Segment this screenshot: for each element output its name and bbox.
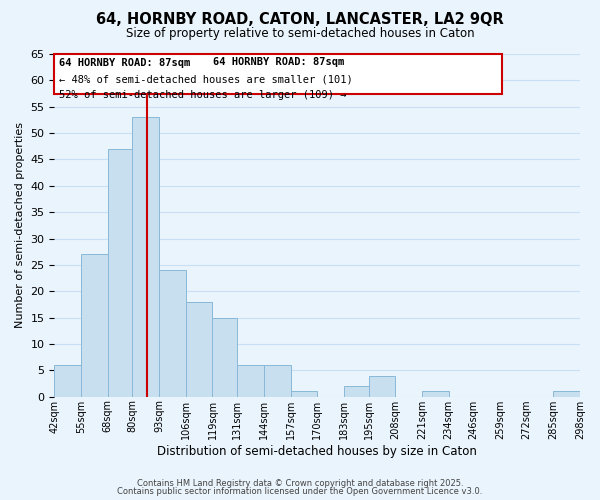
Text: 64 HORNBY ROAD: 87sqm: 64 HORNBY ROAD: 87sqm [212, 56, 344, 66]
Text: Contains HM Land Registry data © Crown copyright and database right 2025.: Contains HM Land Registry data © Crown c… [137, 478, 463, 488]
Text: 64, HORNBY ROAD, CATON, LANCASTER, LA2 9QR: 64, HORNBY ROAD, CATON, LANCASTER, LA2 9… [96, 12, 504, 28]
Bar [368, 376, 395, 396]
Bar [186, 302, 212, 396]
Bar [81, 254, 108, 396]
Text: Size of property relative to semi-detached houses in Caton: Size of property relative to semi-detach… [125, 28, 475, 40]
FancyBboxPatch shape [55, 54, 502, 94]
Text: 52% of semi-detached houses are larger (109) →: 52% of semi-detached houses are larger (… [59, 90, 346, 100]
Bar [264, 365, 290, 396]
Bar [553, 392, 580, 396]
X-axis label: Distribution of semi-detached houses by size in Caton: Distribution of semi-detached houses by … [157, 444, 477, 458]
Text: 64 HORNBY ROAD: 87sqm: 64 HORNBY ROAD: 87sqm [59, 58, 190, 68]
Bar [212, 318, 237, 396]
Bar [55, 365, 81, 396]
Text: ← 48% of semi-detached houses are smaller (101): ← 48% of semi-detached houses are smalle… [59, 74, 352, 84]
Text: Contains public sector information licensed under the Open Government Licence v3: Contains public sector information licen… [118, 487, 482, 496]
Bar [108, 149, 133, 396]
Bar [133, 118, 159, 396]
Bar [237, 365, 264, 396]
Bar [290, 392, 317, 396]
Bar [422, 392, 449, 396]
Y-axis label: Number of semi-detached properties: Number of semi-detached properties [15, 122, 25, 328]
Bar [159, 270, 186, 396]
Bar [344, 386, 368, 396]
